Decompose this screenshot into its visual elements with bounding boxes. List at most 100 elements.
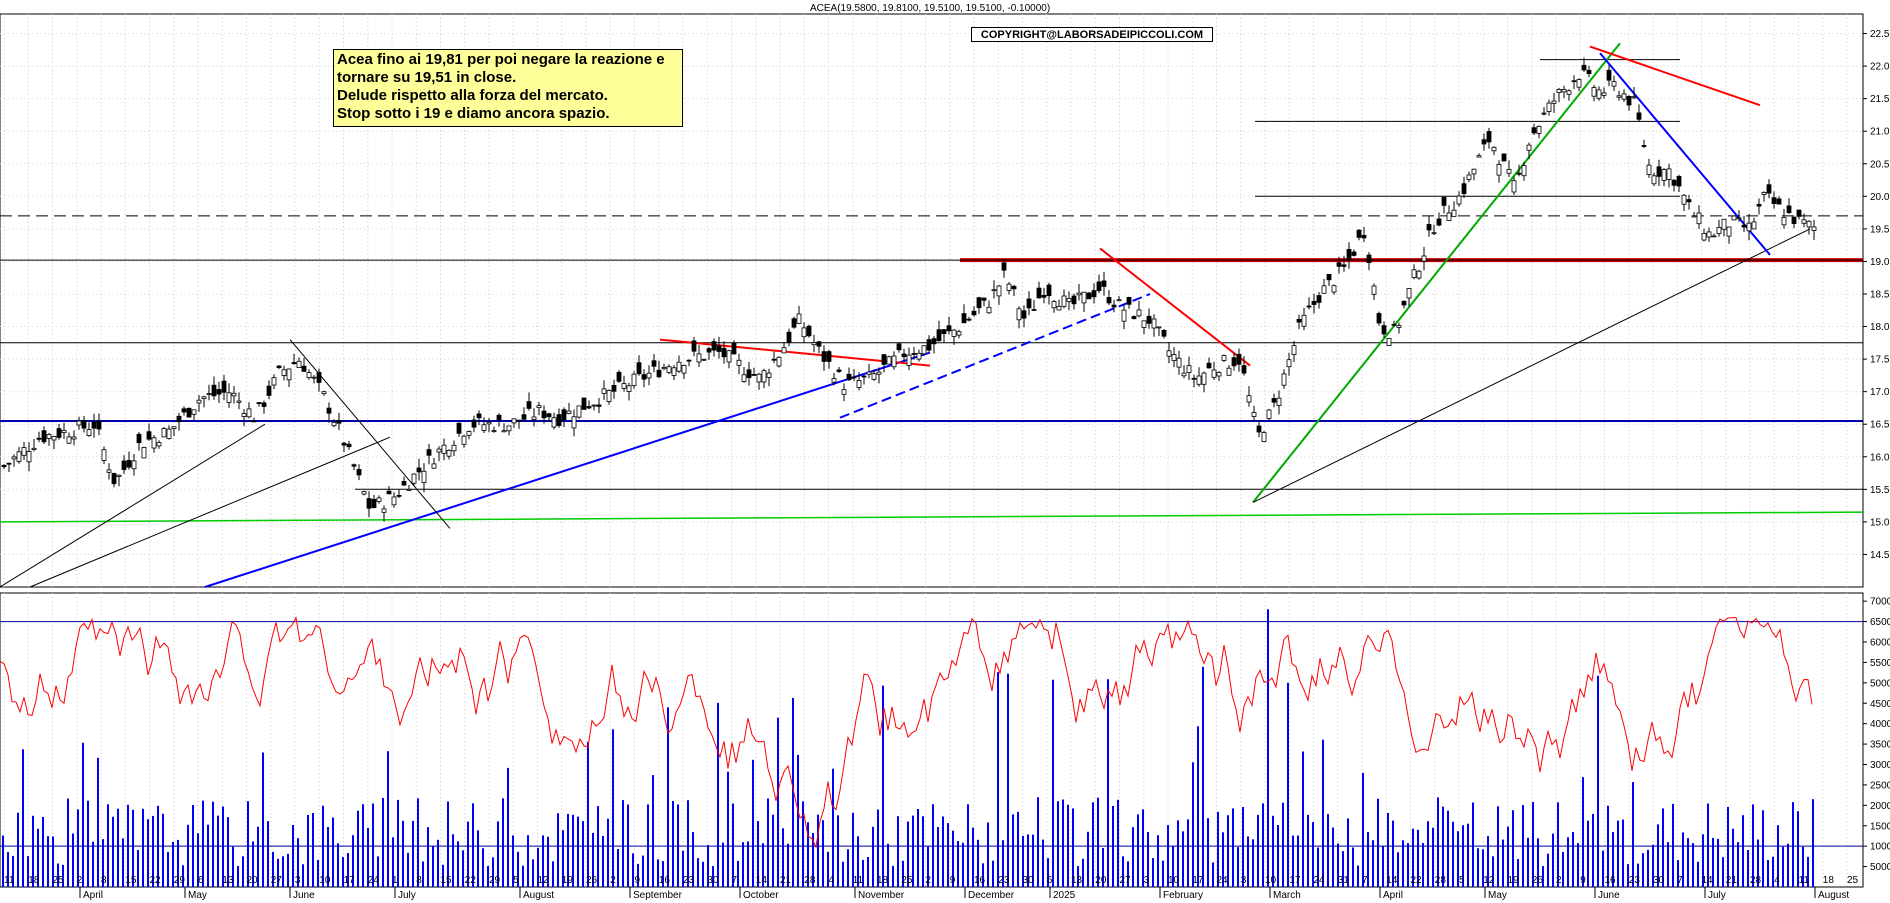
candle-body bbox=[191, 409, 197, 415]
candle-body bbox=[1461, 183, 1467, 194]
candle-body bbox=[556, 414, 562, 426]
volume-tick-label: 45000 bbox=[1870, 699, 1890, 710]
day-tick-label: 29 bbox=[174, 875, 186, 886]
volume-bar bbox=[1812, 799, 1814, 887]
candle-body bbox=[1741, 224, 1747, 228]
volume-bar bbox=[902, 860, 904, 887]
candle-body bbox=[356, 468, 362, 476]
volume-tick-label: 65000 bbox=[1870, 617, 1890, 628]
volume-bar bbox=[1757, 839, 1759, 887]
day-tick-label: 25 bbox=[1847, 875, 1859, 886]
candle-body bbox=[1731, 215, 1737, 221]
month-label: June bbox=[293, 890, 315, 901]
day-tick-label: 4 bbox=[829, 875, 835, 886]
volume-bar bbox=[1047, 858, 1049, 887]
volume-bar bbox=[492, 857, 494, 887]
candle-body bbox=[1081, 291, 1087, 304]
volume-bar bbox=[1087, 831, 1089, 887]
volume-bar bbox=[487, 866, 489, 887]
volume-bar bbox=[1547, 853, 1549, 887]
volume-bar bbox=[1062, 799, 1064, 887]
candle-body bbox=[1421, 255, 1427, 262]
day-tick-label: 28 bbox=[1750, 875, 1762, 886]
month-label: September bbox=[633, 890, 683, 901]
candle-body bbox=[696, 353, 702, 363]
volume-bar bbox=[412, 820, 414, 887]
volume-bar bbox=[227, 817, 229, 887]
candle-body bbox=[1061, 295, 1067, 307]
candle-body bbox=[1041, 294, 1047, 298]
candle-body bbox=[1, 464, 7, 468]
volume-bar bbox=[892, 865, 894, 887]
volume-bar bbox=[1542, 866, 1544, 887]
trend-line bbox=[1252, 42, 1621, 504]
candle-body bbox=[716, 345, 722, 352]
candle-body bbox=[1611, 81, 1617, 87]
candle-body bbox=[911, 353, 917, 355]
candle-body bbox=[1546, 102, 1552, 112]
candle-body bbox=[1651, 175, 1657, 185]
volume-bar bbox=[1307, 814, 1309, 887]
volume-bar bbox=[707, 845, 709, 887]
candle-body bbox=[546, 413, 552, 418]
price-tick-label: 15.5 bbox=[1870, 485, 1890, 496]
volume-bar bbox=[592, 832, 594, 887]
volume-bar bbox=[347, 853, 349, 887]
volume-bar bbox=[667, 707, 669, 887]
day-tick-label: 5 bbox=[513, 875, 519, 886]
volume-bar bbox=[117, 808, 119, 887]
candle-body bbox=[711, 341, 717, 351]
candle-body bbox=[496, 414, 502, 421]
volume-bar bbox=[882, 685, 884, 887]
day-tick-label: 15 bbox=[125, 875, 137, 886]
candle-body bbox=[101, 449, 107, 461]
candle-body bbox=[1331, 285, 1337, 293]
volume-bar bbox=[1697, 861, 1699, 887]
candle-body bbox=[411, 473, 417, 484]
volume-bar bbox=[1167, 825, 1169, 887]
volume-bar bbox=[1482, 849, 1484, 887]
day-tick-label: 18 bbox=[1823, 875, 1835, 886]
volume-bar bbox=[1717, 838, 1719, 887]
volume-bar bbox=[1802, 846, 1804, 887]
volume-bar bbox=[972, 827, 974, 887]
day-tick-label: 17 bbox=[1289, 875, 1301, 886]
candle-body bbox=[1436, 218, 1442, 226]
candle-body bbox=[876, 371, 882, 375]
volume-bar bbox=[377, 856, 379, 887]
volume-bar bbox=[757, 821, 759, 887]
volume-bar bbox=[1032, 834, 1034, 887]
candle-body bbox=[1216, 371, 1222, 377]
volume-bar bbox=[1247, 836, 1249, 887]
volume-bar bbox=[1377, 798, 1379, 887]
volume-bar bbox=[1347, 818, 1349, 887]
candle-body bbox=[1066, 297, 1072, 302]
candle-body bbox=[1456, 195, 1462, 205]
candle-body bbox=[446, 449, 452, 457]
price-tick-label: 22.0 bbox=[1870, 62, 1890, 73]
candle-body bbox=[506, 425, 512, 432]
volume-bar bbox=[1582, 777, 1584, 887]
candle-body bbox=[601, 388, 607, 394]
candle-body bbox=[211, 384, 217, 397]
candle-body bbox=[1246, 395, 1252, 403]
volume-bar bbox=[147, 819, 149, 887]
volume-bar bbox=[52, 836, 54, 887]
candle-body bbox=[1221, 355, 1227, 361]
day-tick-label: 27 bbox=[271, 875, 283, 886]
volume-bar bbox=[1787, 843, 1789, 887]
volume-bar bbox=[1282, 802, 1284, 887]
candle-body bbox=[56, 428, 62, 438]
volume-bar bbox=[382, 797, 384, 887]
volume-bar bbox=[162, 813, 164, 887]
volume-bar bbox=[1557, 802, 1559, 887]
volume-bar bbox=[182, 865, 184, 887]
volume-bar bbox=[202, 800, 204, 887]
candle-body bbox=[1811, 226, 1817, 231]
candle-body bbox=[946, 325, 952, 332]
candle-body bbox=[316, 371, 322, 383]
volume-bar bbox=[827, 851, 829, 887]
volume-bar bbox=[362, 804, 364, 887]
day-tick-label: 13 bbox=[222, 875, 234, 886]
candle-body bbox=[221, 380, 227, 393]
